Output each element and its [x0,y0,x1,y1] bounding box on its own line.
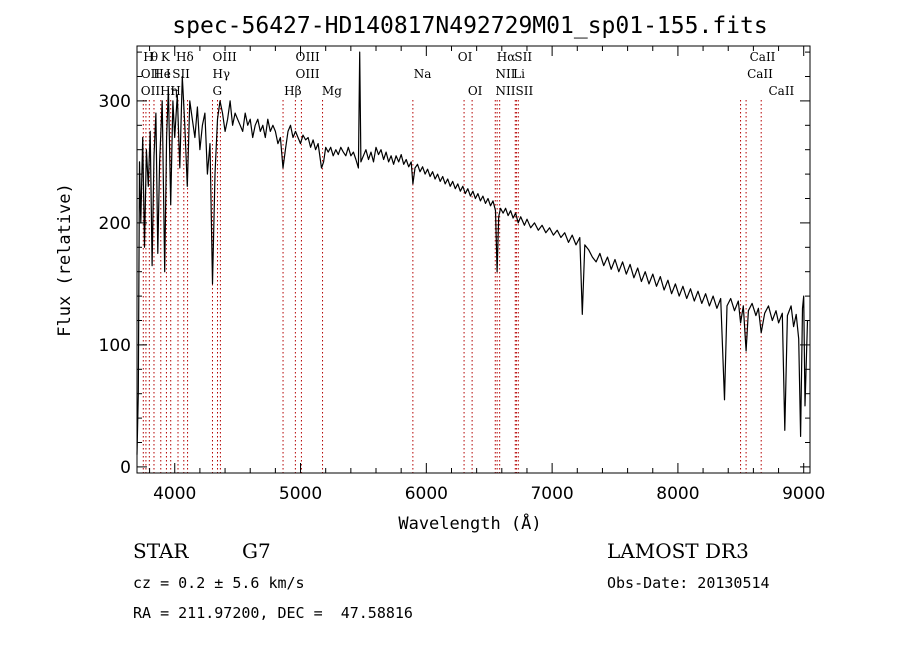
line-label: OII [141,67,161,81]
line-label: III [223,50,237,64]
line-label: H [170,84,180,98]
line-label: Na [414,67,432,81]
redshift-value: cz = 0.2 ± 5.6 km/s [133,574,305,592]
line-label: III [306,50,320,64]
y-tick-label: 300 [99,92,131,112]
line-label: O [296,50,306,64]
spectrum-flux-line [136,51,809,455]
line-label: H [143,50,153,64]
plot-frame [136,45,811,474]
object-class: STAR [133,539,189,563]
x-tick-label: 8000 [656,484,699,504]
x-tick-label: 9000 [782,484,825,504]
y-axis-label: Flux (relative) [55,183,75,337]
line-label: OIII [296,67,320,81]
line-label: O [212,50,222,64]
object-subclass: G7 [242,539,271,563]
line-label: G [212,84,222,98]
x-axis-label: Wavelength (Å) [398,512,541,534]
line-label: SII [514,50,532,64]
survey-name: LAMOST DR3 [607,539,749,563]
y-tick-label: 100 [99,336,131,356]
line-label: I [166,67,171,81]
line-label: He [153,67,171,81]
line-label: CaII [750,50,776,64]
line-label: NIISII [496,84,534,98]
x-tick-label: 6000 [405,484,448,504]
line-label: NII [496,67,516,81]
line-label: Hα [497,50,516,64]
line-label: θ [151,50,158,64]
x-tick-label: 5000 [279,484,322,504]
line-label: OI [468,84,483,98]
axis-ticks: 4000 5000 6000 7000 8000 9000 0 100 200 300 [99,46,825,504]
x-tick-label: 7000 [530,484,573,504]
line-label: OI [458,50,473,64]
line-label: SII [172,67,190,81]
line-label: CaII [747,67,773,81]
observation-date: Obs-Date: 20130514 [607,574,770,592]
line-label: Hγ [212,67,230,81]
y-tick-label: 0 [120,458,131,478]
line-label: Hβ [284,84,301,98]
line-label: Mg [322,84,342,98]
y-tick-label: 200 [99,214,131,234]
line-label: K [161,50,171,64]
line-label: Hδ [176,50,194,64]
chart-title: spec-56427-HD140817N492729M01_sp01-155.f… [172,13,767,39]
coordinates: RA = 211.97200, DEC = 47.58816 [133,604,413,622]
line-label: CaII [768,84,794,98]
spectral-line-markers [142,100,762,473]
x-tick-label: 4000 [153,484,196,504]
line-label: Li [513,67,525,81]
